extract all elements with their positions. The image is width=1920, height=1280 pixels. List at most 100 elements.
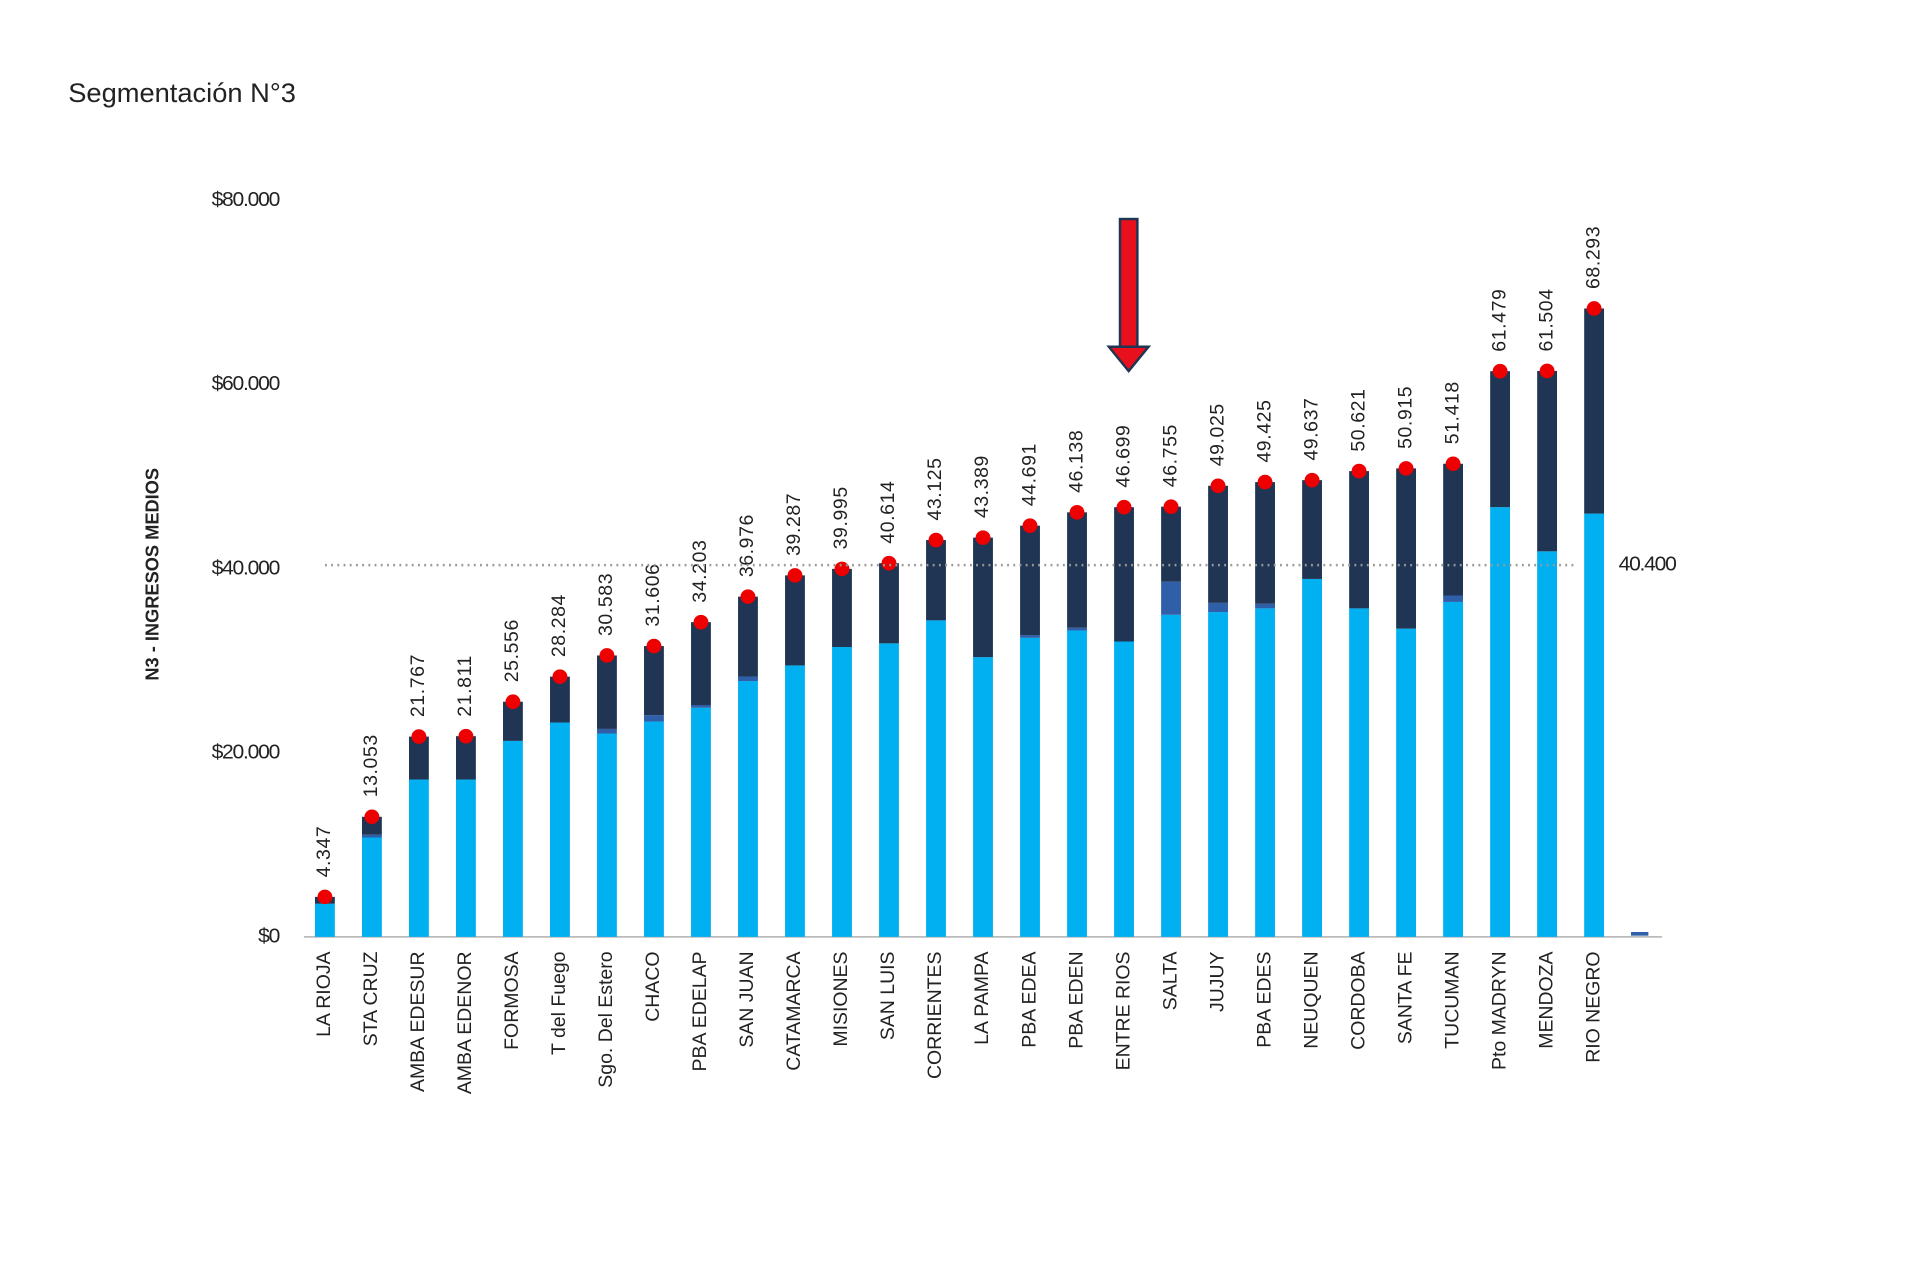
total-marker	[1445, 456, 1461, 472]
bar-segment	[879, 563, 899, 644]
total-label: 31.606	[642, 563, 664, 626]
total-label: 46.699	[1112, 425, 1134, 488]
bar-segment	[973, 657, 993, 937]
total-label: 44.691	[1018, 443, 1040, 506]
x-tick-label: CORRIENTES	[924, 951, 946, 1079]
y-tick-label: $80.000	[212, 188, 280, 211]
bar-segment	[738, 596, 758, 677]
x-tick-label: PBA EDES	[1253, 951, 1275, 1047]
total-label: 21.767	[407, 654, 429, 717]
bar-segment	[1067, 627, 1087, 631]
y-tick-label: $20.000	[212, 740, 280, 763]
total-label: 68.293	[1582, 226, 1604, 289]
bar-segment	[879, 643, 899, 937]
bar-segment	[738, 676, 758, 682]
bar-segment	[644, 715, 664, 722]
page-title: Segmentación N°3	[68, 78, 296, 108]
total-marker	[1539, 363, 1555, 379]
bar-segment	[314, 903, 335, 937]
y-tick-label: $0	[258, 925, 280, 948]
bar-segment	[1302, 480, 1322, 579]
bar-segment	[1020, 635, 1040, 638]
total-label: 50.915	[1394, 386, 1416, 449]
bar-segment	[973, 537, 993, 658]
total-label: 4.347	[313, 826, 335, 878]
bar-segment	[1067, 630, 1087, 937]
total-label: 28.284	[548, 594, 570, 657]
total-label: 50.621	[1347, 388, 1369, 451]
total-marker	[458, 728, 474, 744]
bar-segment	[832, 568, 852, 648]
total-marker	[552, 669, 568, 684]
bar-segment	[738, 681, 758, 937]
total-marker	[1586, 301, 1602, 316]
total-label: 39.995	[830, 486, 852, 549]
x-tick-label: PBA EDEA	[1018, 951, 1040, 1048]
x-tick-label: T del Fuego	[548, 951, 570, 1055]
bar-segment	[1443, 595, 1464, 602]
bar-segment	[644, 646, 664, 716]
x-tick-label: JUJUY	[1206, 951, 1228, 1012]
x-tick-label: TUCUMAN	[1441, 951, 1463, 1048]
bar-segment	[926, 540, 946, 621]
x-tick-label: PBA EDEN	[1065, 951, 1087, 1048]
bar-segment	[1020, 525, 1040, 636]
x-tick-label: Pto MADRYN	[1488, 951, 1510, 1070]
total-label: 49.637	[1300, 398, 1322, 461]
x-tick-label: NEUQUEN	[1300, 951, 1322, 1048]
bar-segment	[1349, 471, 1369, 609]
total-label: 61.479	[1488, 289, 1510, 352]
bar-segment	[1255, 603, 1275, 609]
bar-segment	[1443, 601, 1464, 937]
total-marker	[693, 614, 709, 630]
total-label: 49.425	[1253, 399, 1275, 462]
decoration	[1631, 932, 1649, 936]
bar-segment	[691, 622, 711, 706]
x-tick-label: ENTRE RIOS	[1112, 951, 1134, 1070]
x-tick-label: LA PAMPA	[971, 951, 993, 1045]
bar-segment	[832, 647, 852, 937]
total-marker	[1069, 505, 1085, 520]
total-label: 34.203	[689, 540, 711, 603]
total-marker	[411, 729, 427, 744]
bar-segment	[361, 834, 382, 838]
total-marker	[1492, 363, 1508, 379]
total-label: 36.976	[736, 514, 758, 577]
total-label: 21.811	[454, 655, 476, 717]
bar-segment	[550, 722, 570, 937]
total-marker	[1116, 499, 1132, 515]
total-label: 61.504	[1535, 288, 1557, 351]
x-tick-label: SAN LUIS	[877, 951, 899, 1040]
x-tick-label: CHACO	[642, 951, 664, 1021]
bar-segment	[503, 740, 523, 937]
bar-segment	[1490, 507, 1511, 937]
x-tick-label: AMBA EDESUR	[407, 951, 429, 1092]
x-tick-label: MENDOZA	[1535, 951, 1557, 1049]
total-marker	[881, 555, 897, 571]
bar-segment	[785, 665, 805, 937]
x-tick-label: PBA EDELAP	[689, 951, 711, 1071]
total-marker	[646, 638, 662, 654]
bar-segment	[456, 736, 476, 780]
total-marker	[787, 568, 803, 583]
bar-segment	[1161, 614, 1181, 937]
total-marker	[1022, 518, 1038, 533]
bar-segment	[361, 837, 382, 937]
bar-segment	[1396, 468, 1416, 629]
bar-segment	[408, 779, 429, 937]
x-tick-label: LA RIOJA	[313, 951, 335, 1037]
x-tick-label: STA CRUZ	[360, 951, 382, 1046]
x-tick-label: MISIONES	[830, 951, 852, 1046]
bar-segment	[597, 728, 617, 734]
bar-segment	[785, 575, 805, 666]
total-marker	[1257, 474, 1273, 490]
total-label: 25.556	[501, 619, 523, 682]
total-marker	[1398, 461, 1414, 476]
highlight-arrow	[1106, 217, 1152, 374]
bar-segment	[1020, 637, 1040, 937]
total-marker	[317, 889, 333, 905]
x-tick-label: CORDOBA	[1347, 951, 1369, 1050]
bar-segment	[1349, 608, 1369, 937]
total-marker	[505, 694, 521, 710]
x-tick-label: SAN JUAN	[736, 951, 758, 1047]
